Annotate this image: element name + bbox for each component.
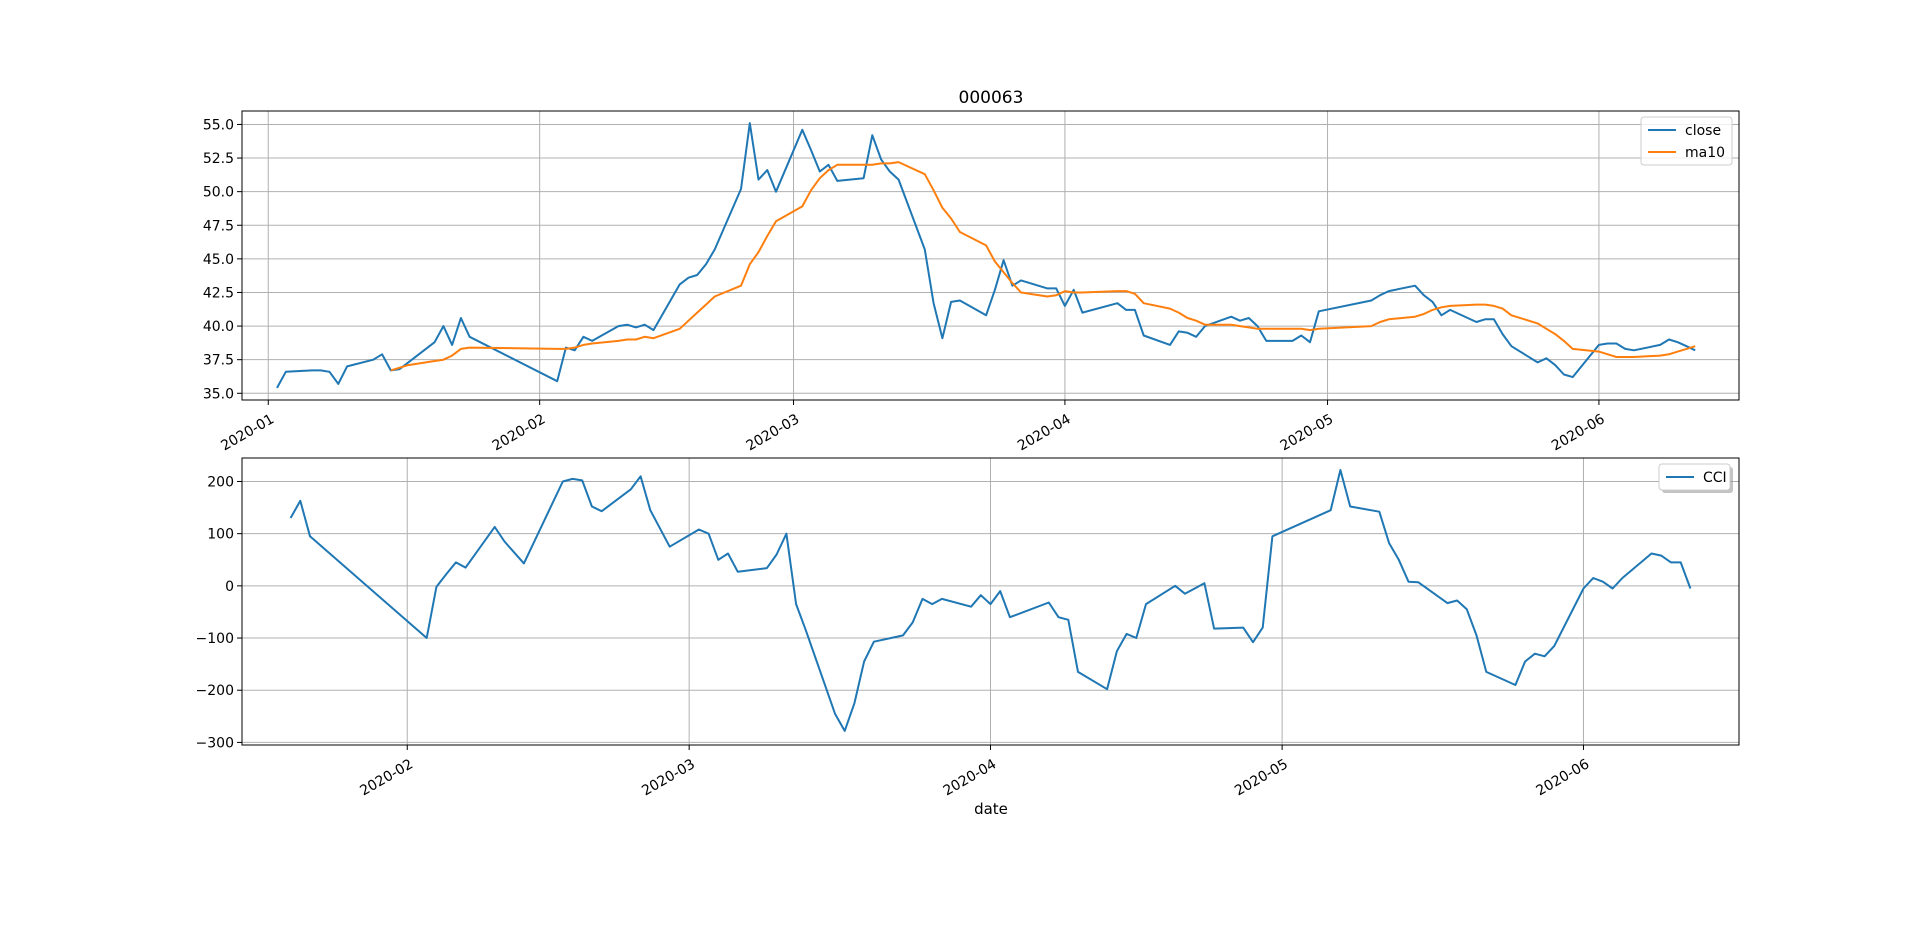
y-tick-label: 50.0 <box>203 185 234 201</box>
y-tick-label: −300 <box>196 735 234 751</box>
bottom-series <box>289 469 1692 732</box>
y-tick-label: 0 <box>225 579 234 595</box>
top-series <box>276 122 1696 389</box>
bottom-legend: CCI <box>1658 463 1733 493</box>
y-tick-label: −100 <box>196 631 234 647</box>
series-line-cci <box>289 469 1692 732</box>
legend-label-cci: CCI <box>1703 470 1727 486</box>
top-legend: close ma10 <box>1640 116 1733 166</box>
y-tick-label: 35.0 <box>203 386 234 402</box>
bottom-xlabel: date <box>974 800 1008 818</box>
top-grid <box>242 111 1739 400</box>
y-tick-label: 40.0 <box>203 319 234 335</box>
y-tick-label: 52.5 <box>203 151 234 167</box>
y-tick-label: 45.0 <box>203 252 234 268</box>
legend-label-close: close <box>1685 123 1721 139</box>
y-tick-label: 42.5 <box>203 285 234 301</box>
legend-label-ma10: ma10 <box>1685 145 1725 161</box>
y-tick-label: 37.5 <box>203 353 234 369</box>
top-axes-frame <box>241 110 1740 401</box>
y-tick-label: 55.0 <box>203 117 234 133</box>
legend-box <box>1658 463 1731 491</box>
y-tick-label: 100 <box>207 527 234 543</box>
series-line-ma10 <box>390 161 1696 372</box>
y-tick-label: 200 <box>207 474 234 490</box>
top-chart-title: 000063 <box>959 88 1024 108</box>
y-tick-label: −200 <box>196 683 234 699</box>
bottom-grid <box>242 458 1739 745</box>
y-tick-label: 47.5 <box>203 218 234 234</box>
series-line-close <box>276 122 1696 389</box>
